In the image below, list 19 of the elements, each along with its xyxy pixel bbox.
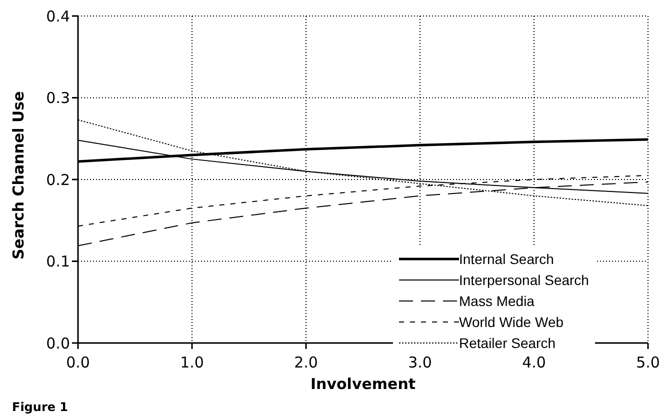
legend-label: World Wide Web [459,314,564,330]
x-tick-label: 5.0 [636,354,660,372]
y-tick-label: 0.2 [46,170,70,189]
legend-label: Mass Media [459,292,534,308]
x-tick-label: 0.0 [66,354,90,372]
y-tick-label: 0.0 [46,334,70,352]
legend-label: Internal Search [459,250,554,266]
x-tick-label: 3.0 [408,354,432,372]
caption: Figure 1 [12,400,68,414]
x-axis-title: Involvement [310,375,416,393]
y-tick-label: 0.4 [46,7,70,26]
y-tick-label: 0.3 [46,89,70,108]
y-axis-title: Search Channel Use [9,91,28,260]
x-tick-label: 2.0 [294,354,318,372]
legend-label: Interpersonal Search [459,272,589,288]
y-tick-label: 0.1 [46,252,70,271]
legend-label: Retailer Search [459,334,556,350]
x-tick-label: 1.0 [180,354,204,372]
x-tick-label: 4.0 [522,354,546,372]
